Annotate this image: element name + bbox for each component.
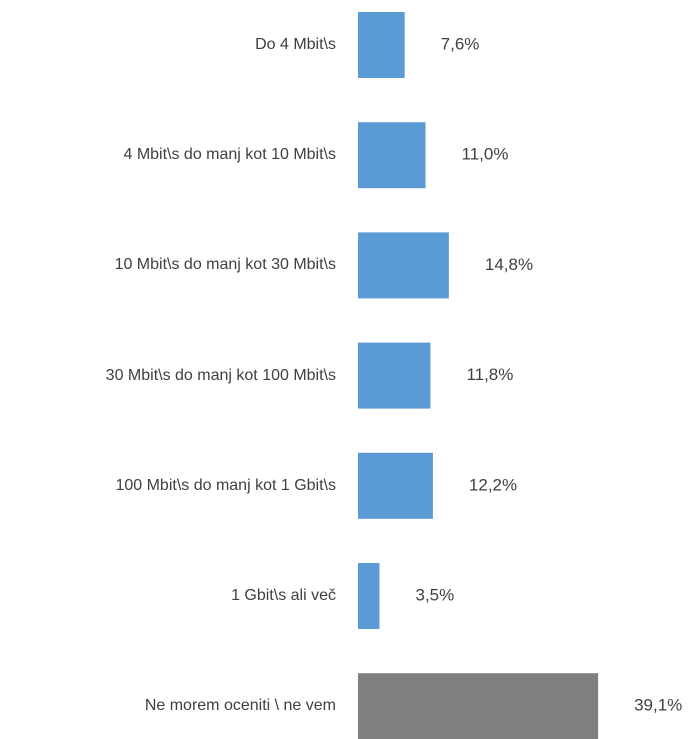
value-label: 39,1% [634,696,682,715]
value-label: 3,5% [415,585,454,604]
bar [358,673,599,739]
value-label: 11,0% [462,145,509,164]
bar [358,122,426,189]
bar [358,563,380,629]
category-label: 100 Mbit\s do manj kot 1 Gbit\s [115,476,336,494]
value-label: 14,8% [485,255,533,274]
value-label: 11,8% [466,365,513,384]
category-label: Ne morem oceniti \ ne vem [144,697,336,715]
category-label: 1 Gbit\s ali več [231,587,336,604]
bar [358,12,405,78]
bar [358,452,433,519]
category-label: 4 Mbit\s do manj kot 10 Mbit\s [123,146,336,164]
bar [358,342,431,409]
category-label: 10 Mbit\s do manj kot 30 Mbit\s [114,256,336,274]
value-label: 12,2% [469,475,517,494]
category-label: Do 4 Mbit\s [255,36,336,53]
category-label: 30 Mbit\s do manj kot 100 Mbit\s [105,366,336,384]
value-label: 7,6% [441,34,480,53]
bar [358,232,449,299]
